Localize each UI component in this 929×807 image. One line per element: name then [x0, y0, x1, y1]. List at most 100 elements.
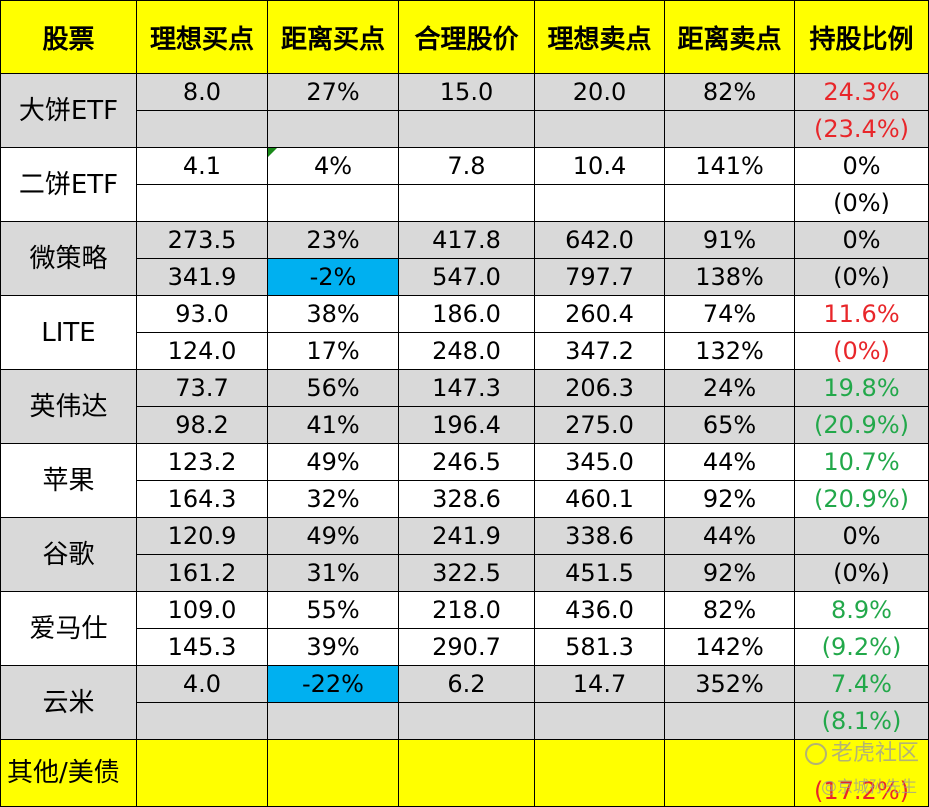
ideal-buy-cell: 161.2	[136, 554, 268, 592]
holding-ratio-cell: (0%)	[794, 184, 929, 222]
table-row: 124.0 17% 248.0 347.2 132% (0%)	[1, 332, 929, 370]
holding-ratio-cell: (0%)	[794, 554, 929, 592]
ideal-buy-cell: 73.7	[136, 369, 268, 407]
stock-name-cell: 二饼ETF	[0, 147, 137, 222]
holding-ratio-cell: 19.8%	[794, 369, 929, 407]
distance-buy-cell: 39%	[267, 628, 399, 666]
table-row: 爱马仕 109.0 55% 218.0 436.0 82% 8.9%	[0, 591, 929, 666]
distance-buy-cell: 31%	[267, 554, 399, 592]
distance-sell-cell: 91%	[664, 221, 795, 259]
distance-sell-cell: 138%	[664, 258, 795, 296]
ideal-buy-cell: 98.2	[136, 406, 268, 444]
ideal-sell-cell: 347.2	[534, 332, 665, 370]
ideal-sell-cell: 345.0	[534, 443, 665, 481]
ideal-sell-cell	[534, 184, 665, 222]
fair-price-cell: 246.5	[398, 443, 535, 481]
table-row: 161.2 31% 322.5 451.5 92% (0%)	[1, 554, 929, 592]
fair-price-cell: 290.7	[398, 628, 535, 666]
ideal-sell-cell: 581.3	[534, 628, 665, 666]
ideal-sell-cell: 797.7	[534, 258, 665, 296]
holding-ratio-cell: 24.3%	[794, 73, 929, 111]
fair-price-cell: 547.0	[398, 258, 535, 296]
distance-sell-cell: 142%	[664, 628, 795, 666]
fair-price-cell: 147.3	[398, 369, 535, 407]
distance-sell-cell: 24%	[664, 369, 795, 407]
distance-sell-cell: 44%	[664, 517, 795, 555]
distance-buy-cell: -22%	[267, 665, 399, 703]
holding-ratio-cell: 0%	[794, 147, 929, 185]
stock-name-cell: 微策略	[0, 221, 137, 296]
distance-buy-cell: -2%	[267, 258, 399, 296]
fair-price-cell	[398, 110, 535, 148]
distance-sell-cell: 141%	[664, 147, 795, 185]
stock-name-cell: 爱马仕	[0, 591, 137, 666]
ideal-sell-cell: 14.7	[534, 665, 665, 703]
distance-buy-cell: 56%	[267, 369, 399, 407]
empty-cell	[267, 739, 399, 807]
holding-ratio-cell: 10.7%	[794, 443, 929, 481]
ideal-buy-cell	[136, 702, 268, 740]
distance-sell-cell: 44%	[664, 443, 795, 481]
holding-ratio-cell: (0%)	[794, 332, 929, 370]
fair-price-cell: 218.0	[398, 591, 535, 629]
distance-sell-cell	[664, 184, 795, 222]
cell-value: 4%	[313, 152, 353, 180]
stock-name-cell: 英伟达	[0, 369, 137, 444]
fair-price-cell: 186.0	[398, 295, 535, 333]
ideal-buy-cell: 4.0	[136, 665, 268, 703]
ideal-buy-cell: 145.3	[136, 628, 268, 666]
distance-buy-cell: 49%	[267, 443, 399, 481]
fair-price-cell: 196.4	[398, 406, 535, 444]
distance-sell-cell: 92%	[664, 554, 795, 592]
holding-ratio-cell: 8.9%	[794, 591, 929, 629]
holding-ratio-cell: 11.6%	[794, 295, 929, 333]
holding-ratio-cell: (20.9%)	[794, 406, 929, 444]
holding-ratio-cell: (20.9%)	[794, 480, 929, 518]
ideal-buy-cell: 8.0	[136, 73, 268, 111]
ideal-sell-cell: 275.0	[534, 406, 665, 444]
table-row: 英伟达 73.7 56% 147.3 206.3 24% 19.8%	[0, 369, 929, 444]
table-row: 云米 4.0 -22% 6.2 14.7 352% 7.4%	[0, 665, 929, 740]
distance-buy-cell: 38%	[267, 295, 399, 333]
ideal-buy-cell: 4.1	[136, 147, 268, 185]
table-row: 145.3 39% 290.7 581.3 142% (9.2%)	[1, 628, 929, 666]
table-row: 微策略 273.5 23% 417.8 642.0 91% 0%	[0, 221, 929, 296]
table-row: 谷歌 120.9 49% 241.9 338.6 44% 0%	[0, 517, 929, 592]
ideal-sell-cell: 10.4	[534, 147, 665, 185]
distance-buy-cell: 49%	[267, 517, 399, 555]
distance-sell-cell: 65%	[664, 406, 795, 444]
header-stock: 股票	[0, 0, 137, 74]
table-row: 164.3 32% 328.6 460.1 92% (20.9%)	[1, 480, 929, 518]
holding-ratio-cell: (23.4%)	[794, 110, 929, 148]
empty-cell	[136, 739, 268, 807]
ideal-buy-cell: 124.0	[136, 332, 268, 370]
ideal-buy-cell: 123.2	[136, 443, 268, 481]
distance-buy-cell: 41%	[267, 406, 399, 444]
table-row: 二饼ETF 4.1 4% 7.8 10.4 141% 0%	[0, 147, 929, 222]
fair-price-cell	[398, 702, 535, 740]
holding-ratio-cell: 0%	[794, 517, 929, 555]
stock-name-cell: LITE	[0, 295, 137, 370]
fair-price-cell: 248.0	[398, 332, 535, 370]
fair-price-cell: 6.2	[398, 665, 535, 703]
header-distance-buy: 距离买点	[267, 0, 399, 74]
distance-sell-cell	[664, 702, 795, 740]
distance-sell-cell: 352%	[664, 665, 795, 703]
table-body: 大饼ETF 8.0 27% 15.0 20.0 82% 24.3% (23.4%) 二饼ETF 4…	[0, 73, 929, 807]
distance-sell-cell: 74%	[664, 295, 795, 333]
table-row: 苹果 123.2 49% 246.5 345.0 44% 10.7%	[0, 443, 929, 518]
distance-buy-cell: 17%	[267, 332, 399, 370]
ideal-sell-cell	[534, 702, 665, 740]
distance-sell-cell: 82%	[664, 591, 795, 629]
distance-buy-cell	[267, 110, 399, 148]
ideal-sell-cell: 642.0	[534, 221, 665, 259]
ideal-sell-cell: 260.4	[534, 295, 665, 333]
ideal-buy-cell	[136, 110, 268, 148]
ideal-buy-cell: 120.9	[136, 517, 268, 555]
stock-name-cell: 其他/美债	[0, 739, 137, 807]
table-row: (23.4%)	[1, 110, 929, 148]
table-row: 341.9 -2% 547.0 797.7 138% (0%)	[1, 258, 929, 296]
distance-sell-cell	[664, 110, 795, 148]
header-ideal-sell: 理想卖点	[534, 0, 665, 74]
